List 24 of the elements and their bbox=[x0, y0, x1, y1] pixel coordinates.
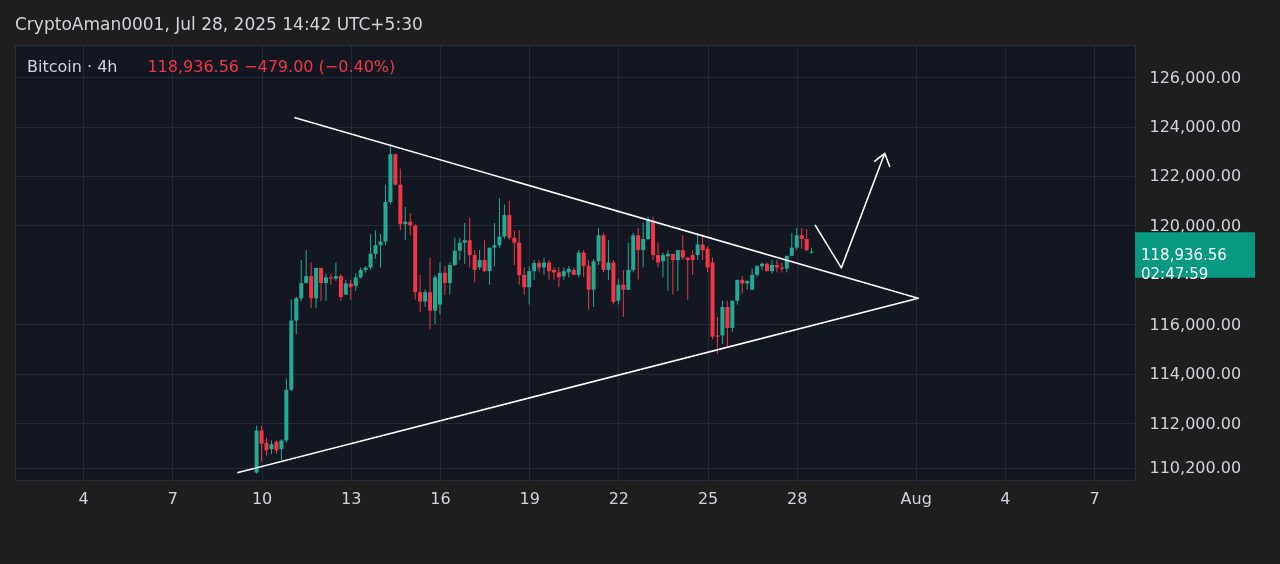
x-tick-label: 22 bbox=[608, 488, 630, 508]
x-tick-label: 25 bbox=[697, 488, 719, 508]
x-tick-label: 19 bbox=[519, 488, 540, 508]
x-tick-label: 28 bbox=[787, 488, 808, 508]
y-tick-label: 122,000.00 bbox=[1149, 166, 1242, 186]
x-tick-label: 13 bbox=[341, 488, 362, 508]
text: Bitcoin · 4h bbox=[27, 57, 118, 76]
x-tick-label: 4 bbox=[78, 488, 89, 508]
y-tick-label: 114,000.00 bbox=[1149, 364, 1242, 384]
y-tick-label: 124,000.00 bbox=[1149, 117, 1242, 137]
x-tick-label: 7 bbox=[167, 488, 178, 508]
text: CryptoAman0001, Jul 28, 2025 14:42 UTC+5:30 bbox=[15, 14, 423, 34]
text: 118,936.56 02:47:59 bbox=[1141, 246, 1227, 283]
y-tick-label: 110,200.00 bbox=[1149, 458, 1242, 478]
x-tick-label: 4 bbox=[1000, 488, 1011, 508]
x-tick-label: Aug bbox=[900, 488, 932, 508]
y-tick-label: 116,000.00 bbox=[1149, 314, 1242, 334]
y-tick-label: 120,000.00 bbox=[1149, 215, 1242, 235]
x-tick-label: 16 bbox=[430, 488, 451, 508]
x-tick-label: 7 bbox=[1089, 488, 1100, 508]
y-tick-label: 112,000.00 bbox=[1149, 413, 1242, 433]
text: 118,936.56 −479.00 (−0.40%) bbox=[147, 57, 396, 76]
x-tick-label: 10 bbox=[251, 488, 273, 508]
y-tick-label: 126,000.00 bbox=[1149, 67, 1242, 87]
